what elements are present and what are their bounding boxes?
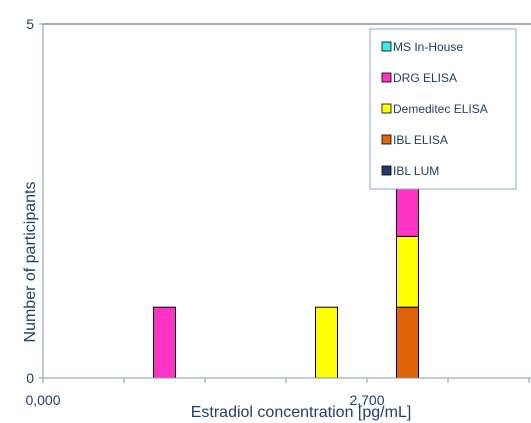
x-axis-title: Estradiol concentration [pg/mL] [191, 404, 412, 421]
legend: MS In-House DRG ELISA Demeditec ELISA IBL E… [369, 28, 517, 190]
legend-label: IBL LUM [393, 164, 439, 178]
y-ticks: 05 [26, 16, 43, 386]
bar-segment [396, 306, 419, 379]
y-tick-label: 0 [26, 370, 34, 386]
legend-label: MS In-House [393, 40, 463, 54]
legend-label: DRG ELISA [393, 71, 457, 85]
y-tick-label: 5 [26, 16, 34, 32]
legend-swatch [381, 134, 392, 145]
legend-swatch [381, 41, 392, 52]
legend-box [369, 28, 517, 190]
bar-segment [396, 235, 419, 308]
bar-segment [315, 306, 338, 379]
legend-label: Demeditec ELISA [393, 102, 488, 116]
x-tick-label: 2,700 [349, 392, 384, 408]
legend-swatch [381, 72, 392, 83]
y-axis-title: Number of participants [22, 182, 39, 343]
legend-swatch [381, 103, 392, 114]
legend-swatch [381, 165, 392, 176]
x-tick-label: 0,000 [25, 392, 60, 408]
legend-label: IBL ELISA [393, 133, 448, 147]
bar-segment [153, 306, 176, 379]
